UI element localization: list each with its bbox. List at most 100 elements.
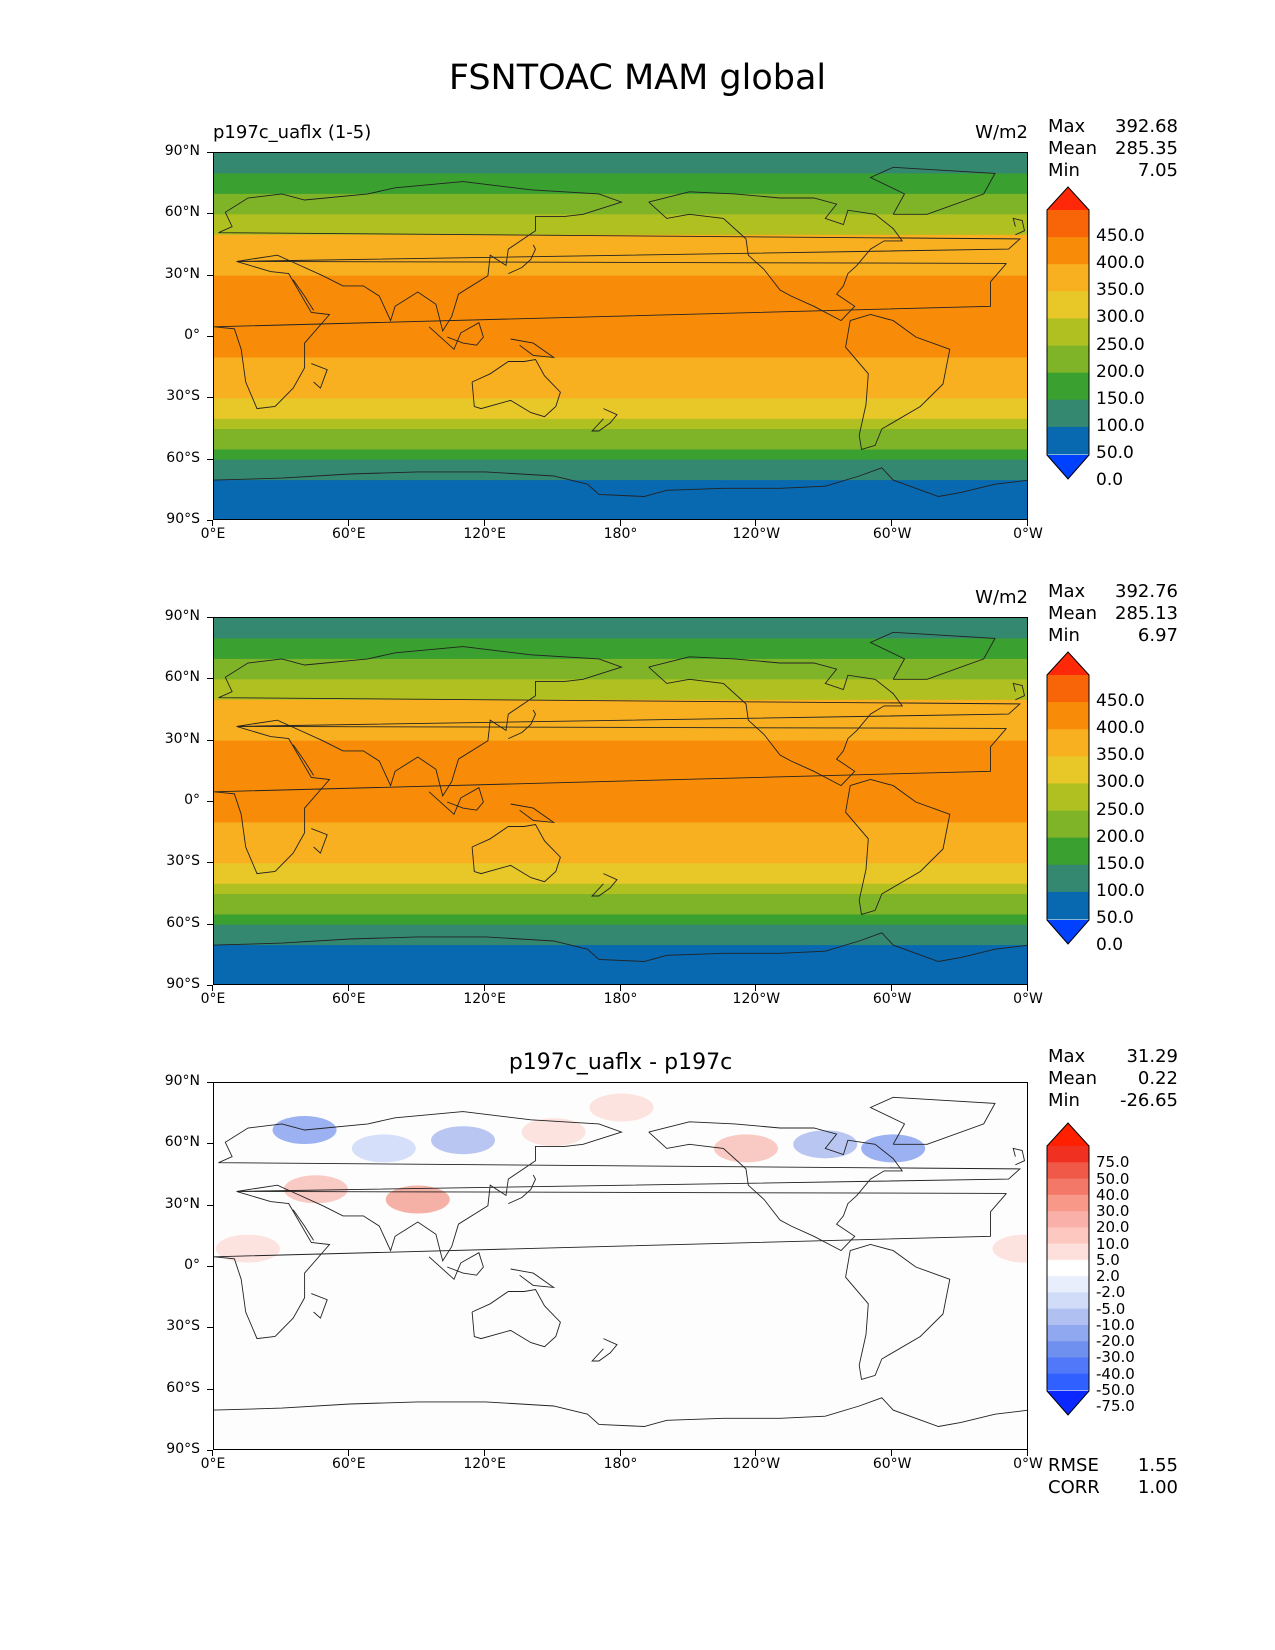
max-value: 31.29 xyxy=(1126,1046,1178,1067)
anomaly-patch xyxy=(351,1134,416,1163)
colorbar-segment xyxy=(1047,291,1089,319)
colorbar-tick-label: 200.0 xyxy=(1096,826,1145,847)
x-tick-label: 60°W xyxy=(857,520,927,542)
x-tick-label: 60°E xyxy=(314,1450,384,1472)
coastline xyxy=(869,166,996,215)
y-tick-label: 60°N xyxy=(140,669,213,685)
coastline xyxy=(869,631,996,680)
colorbar-segment xyxy=(1047,891,1089,920)
x-tick-label: 60°E xyxy=(314,985,384,1007)
anomaly-patch xyxy=(589,1093,654,1122)
y-tick-label: 0° xyxy=(140,327,213,343)
units-label: W/m2 xyxy=(975,587,1028,608)
colorbar-tick-label: 10.0 xyxy=(1096,1234,1130,1253)
coastline xyxy=(471,359,561,418)
coastline xyxy=(1012,1147,1026,1166)
colorbar-segment xyxy=(1047,237,1089,265)
y-tick-label: 90°N xyxy=(140,608,213,624)
colorbar-segment xyxy=(1047,1292,1089,1310)
colorbar-outline xyxy=(1046,1122,1090,1416)
colorbar-tick-label: 50.0 xyxy=(1096,443,1134,463)
colorbar-extend-max xyxy=(1047,1123,1089,1146)
field-band xyxy=(214,638,1027,660)
y-tick-label: 90°S xyxy=(140,976,213,992)
coastline xyxy=(869,1096,996,1145)
field-band xyxy=(214,193,1027,215)
field-band xyxy=(214,761,1027,783)
colorbar-segment xyxy=(1047,783,1089,812)
x-tick-label: 120°E xyxy=(450,1450,520,1472)
mean-value: 285.13 xyxy=(1115,603,1178,624)
coastline xyxy=(591,1338,618,1362)
colorbar-tick-label: 150.0 xyxy=(1096,388,1145,409)
colorbar-tick-label: 400.0 xyxy=(1096,718,1145,739)
colorbar-extend-min xyxy=(1047,920,1089,944)
min-value: -26.65 xyxy=(1119,1090,1178,1111)
field-band xyxy=(214,316,1027,338)
x-tick-label: 120°W xyxy=(721,1450,791,1472)
map-plot xyxy=(213,152,1028,520)
y-tick-label: 90°S xyxy=(140,511,213,527)
anomaly-patch xyxy=(793,1130,858,1159)
colorbar-tick-label: 50.0 xyxy=(1096,908,1134,928)
coastline xyxy=(292,1209,314,1241)
coastline xyxy=(311,828,328,854)
y-tick-label: 30°S xyxy=(140,853,213,869)
panel-reference: W/m2 Max 392.76 Mean 285.13 Min 6.97 90°N 60… xyxy=(0,581,1275,1067)
colorbar-segment xyxy=(1047,1308,1089,1326)
field-band xyxy=(214,924,1027,936)
max-value: 392.68 xyxy=(1115,116,1178,137)
coastline xyxy=(845,314,951,450)
metrics-box: RMSE 1.55 CORR 1.00 xyxy=(1048,1455,1178,1499)
x-tick-label: 60°E xyxy=(314,520,384,542)
colorbar-tick-label: 450.0 xyxy=(1096,226,1145,247)
colorbar-tick-label: 250.0 xyxy=(1096,334,1145,355)
x-tick-label: 120°W xyxy=(721,520,791,542)
x-tick-label: 60°W xyxy=(857,1450,927,1472)
field-band xyxy=(214,337,1027,358)
colorbar-tick-label: -2.0 xyxy=(1096,1283,1126,1302)
colorbar-segment xyxy=(1047,1227,1089,1245)
panel-title: p197c_uaflx - p197c xyxy=(508,1050,733,1075)
field-band xyxy=(214,965,1027,984)
min-value: 6.97 xyxy=(1137,625,1178,646)
colorbar-tick-label: -40.0 xyxy=(1096,1364,1135,1383)
field-band xyxy=(214,429,1027,440)
coastline xyxy=(508,1174,537,1205)
x-tick-label: 180° xyxy=(586,985,656,1007)
field-band xyxy=(214,618,1027,639)
coastline xyxy=(591,408,618,432)
coastline xyxy=(648,656,904,787)
colorbar-segment xyxy=(1047,264,1089,292)
coastline xyxy=(311,1293,328,1319)
y-tick-label: 90°N xyxy=(140,1073,213,1089)
anomaly-patch xyxy=(861,1134,926,1163)
field-band xyxy=(214,934,1027,946)
coastline xyxy=(428,322,484,351)
coastline xyxy=(648,191,904,322)
colorbar xyxy=(1046,1122,1090,1416)
stats-box: Max 392.68 Mean 285.35 Min 7.05 xyxy=(1048,116,1178,182)
mean-label: Mean xyxy=(1048,1068,1098,1089)
anomaly-patch xyxy=(431,1126,496,1155)
colorbar-segment xyxy=(1047,210,1089,238)
min-label: Min xyxy=(1048,160,1080,181)
colorbar-segment xyxy=(1047,1194,1089,1212)
field-band xyxy=(214,439,1027,450)
coastline xyxy=(214,467,1027,497)
colorbar-tick-label: -75.0 xyxy=(1096,1397,1135,1416)
panel-title: p197c_uaflx (1-5) xyxy=(213,122,372,143)
colorbar-extend-max xyxy=(1047,187,1089,210)
map-svg xyxy=(214,153,1027,519)
colorbar-tick-label: -30.0 xyxy=(1096,1348,1135,1367)
colorbar-tick-label: 250.0 xyxy=(1096,799,1145,820)
field-band xyxy=(214,480,1027,491)
corr-label: CORR xyxy=(1048,1477,1100,1498)
x-tick-label: 0°W xyxy=(993,985,1063,1007)
colorbar-segment xyxy=(1047,1243,1089,1261)
field-band xyxy=(214,500,1027,519)
figure-title: FSNTOAC MAM global xyxy=(448,58,827,98)
colorbar-tick-label: 2.0 xyxy=(1096,1267,1120,1286)
colorbar-tick-label: 100.0 xyxy=(1096,880,1145,901)
rmse-label: RMSE xyxy=(1048,1455,1099,1476)
